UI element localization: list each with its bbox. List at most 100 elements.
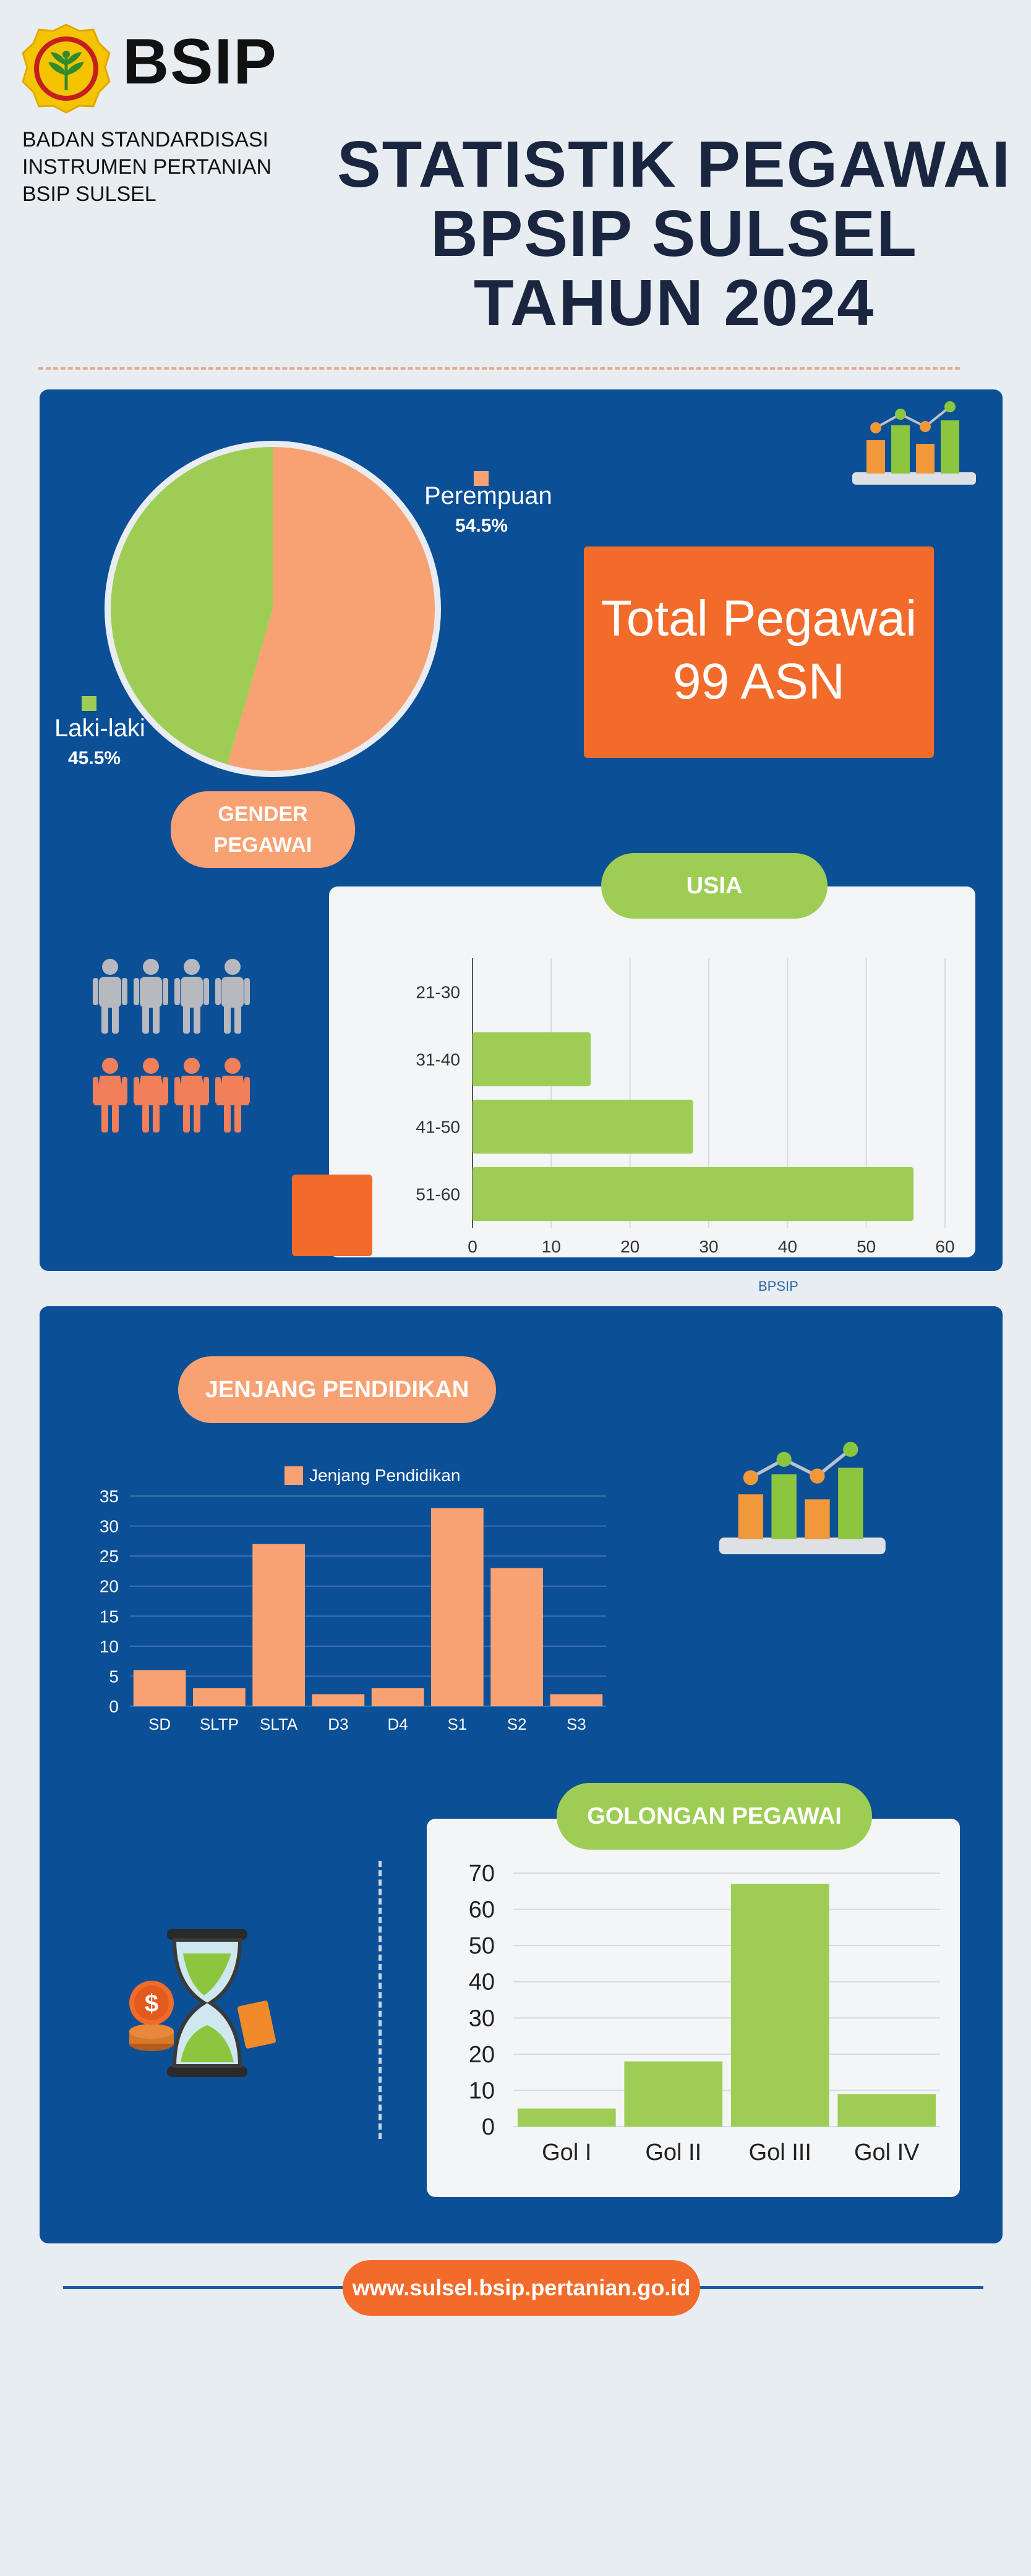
education-bar (490, 1568, 543, 1706)
gender-pie-chart (105, 441, 441, 777)
rank-bar (837, 2094, 936, 2127)
age-x-tick-label: 30 (699, 1237, 718, 1256)
education-category-label: D3 (328, 1715, 348, 1733)
rank-bar-chart: 0 10 20 30 40 50 60 70 Gol I Gol II Gol III Gol IV (469, 1861, 940, 2166)
age-pill: USIA (601, 853, 828, 919)
footer-url[interactable]: www.sulsel.bsip.pertanian.go.id (343, 2260, 700, 2316)
education-bar (371, 1688, 424, 1706)
education-category-label: D4 (388, 1715, 408, 1733)
rank-category-label: Gol I (542, 2140, 591, 2166)
education-bar-chart: Jenjang Pendidikan 0 5 10 15 20 25 30 35 SD SLTP SL… (100, 1466, 606, 1733)
pie-label-male: Laki-laki (54, 715, 145, 742)
title-line: BPSIP SULSEL (430, 197, 918, 270)
organization-name: BADAN STANDARDISASI INSTRUMEN PERTANIAN … (22, 126, 272, 208)
pie-slice-laki-laki (111, 447, 273, 765)
rank-bar (730, 1884, 829, 2127)
education-category-label: SD (148, 1715, 171, 1733)
education-category-label: SLTA (260, 1715, 298, 1733)
male-person-icon (174, 959, 209, 1034)
legend-swatch-female (474, 471, 489, 486)
age-x-tick-label: 20 (620, 1237, 640, 1256)
org-line: BSIP SULSEL (22, 182, 156, 206)
age-bar (473, 1099, 693, 1154)
education-bar (193, 1688, 246, 1706)
education-category-label: SLTP (200, 1715, 239, 1733)
education-pill: JENJANG PENDIDIKAN (178, 1356, 496, 1423)
rank-bar (517, 2108, 616, 2127)
rank-y-tick-label: 40 (469, 1970, 495, 1996)
hourglass-icon: $ (129, 1929, 276, 2077)
rank-y-tick-label: 30 (469, 2005, 495, 2031)
total-label: Total Pegawai (601, 590, 917, 647)
education-legend-label: Jenjang Pendidikan (309, 1466, 460, 1485)
title-line: STATISTIK PEGAWAI (336, 128, 1012, 201)
pie-pct-female: 54.5% (455, 516, 508, 536)
age-category-label: 51-60 (416, 1185, 460, 1204)
pie-label-female: Perempuan (424, 482, 552, 509)
rank-category-label: Gol II (645, 2140, 701, 2166)
age-x-tick-label: 0 (468, 1237, 477, 1256)
gender-pill: GENDER PEGAWAI (171, 791, 355, 868)
rank-y-tick-label: 10 (469, 2078, 495, 2104)
education-y-tick-label: 10 (100, 1637, 119, 1656)
rank-y-tick-label: 0 (482, 2114, 495, 2140)
education-y-tick-label: 20 (100, 1577, 119, 1596)
education-bar (431, 1508, 484, 1706)
rank-category-label: Gol III (749, 2140, 811, 2166)
svg-text:$: $ (145, 1990, 158, 2017)
logo-text: BSIP (122, 26, 278, 98)
education-category-label: S1 (447, 1715, 467, 1733)
rank-y-tick-label: 50 (469, 1933, 495, 1959)
gender-pill-line: GENDER (218, 802, 308, 826)
pie-slice-perempuan (227, 447, 435, 771)
page-title: STATISTIK PEGAWAI BPSIP SULSEL TAHUN 202… (309, 130, 1031, 338)
total-value: 99 ASN (672, 653, 845, 710)
pie-pct-male: 45.5% (68, 748, 121, 768)
rank-pill: GOLONGAN PEGAWAI (557, 1783, 872, 1850)
org-line: BADAN STANDARDISASI (22, 128, 269, 151)
female-person-icon (134, 1058, 168, 1133)
bar-chart-icon (852, 401, 976, 485)
vertical-divider (379, 1861, 382, 2139)
education-y-tick-label: 5 (109, 1667, 119, 1686)
education-y-tick-label: 35 (100, 1487, 119, 1506)
female-person-icon (215, 1058, 250, 1133)
age-x-tick-label: 50 (857, 1237, 876, 1256)
rank-y-tick-label: 70 (469, 1861, 495, 1887)
decorative-square (292, 1175, 372, 1256)
education-bar (252, 1544, 305, 1706)
age-category-label: 41-50 (416, 1118, 460, 1137)
age-bar (473, 1167, 914, 1222)
rank-bar (624, 2061, 723, 2127)
people-icon (93, 959, 250, 1133)
rank-chart-card (427, 1819, 960, 2197)
age-bar (473, 1032, 591, 1087)
education-category-label: S2 (507, 1715, 527, 1733)
education-legend-swatch (284, 1466, 303, 1485)
male-person-icon (93, 959, 127, 1034)
header-divider (38, 367, 960, 370)
male-person-icon (215, 959, 250, 1034)
female-person-icon (93, 1058, 127, 1133)
education-y-tick-label: 15 (100, 1607, 119, 1626)
age-category-label: 21-30 (416, 983, 460, 1002)
education-y-tick-label: 0 (109, 1697, 119, 1716)
watermark: BPSIP (758, 1278, 798, 1294)
title-line: TAHUN 2024 (473, 266, 875, 339)
education-bar (312, 1694, 365, 1706)
age-x-tick-label: 60 (935, 1237, 954, 1256)
male-person-icon (134, 959, 168, 1034)
bsip-logo-icon (22, 23, 111, 114)
total-employees-box: Total Pegawai 99 ASN (584, 546, 934, 758)
bar-chart-icon (719, 1442, 886, 1555)
rank-category-label: Gol IV (854, 2140, 920, 2166)
age-category-label: 31-40 (416, 1050, 460, 1069)
female-person-icon (174, 1058, 209, 1133)
education-category-label: S3 (567, 1715, 586, 1733)
gender-pill-line: PEGAWAI (213, 833, 312, 857)
coin-icon: $ (129, 1981, 174, 2051)
rank-y-tick-label: 60 (469, 1897, 495, 1923)
education-y-tick-label: 30 (100, 1517, 119, 1536)
education-bar (133, 1670, 186, 1706)
rank-y-tick-label: 20 (469, 2042, 495, 2068)
